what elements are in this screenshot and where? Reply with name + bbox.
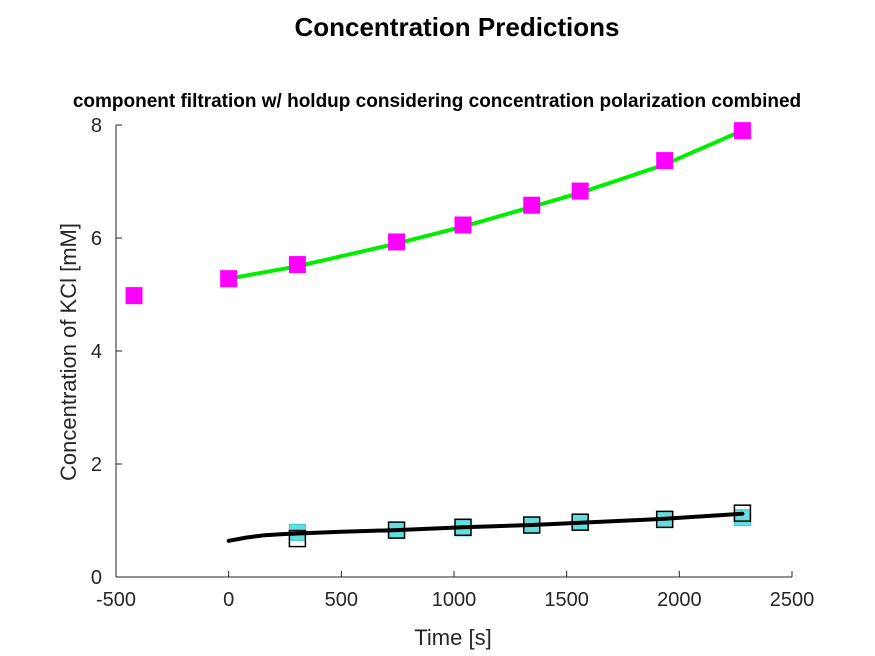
y-axis-label: Concentration of KCl [mM]	[56, 223, 81, 481]
y-tick-label: 6	[91, 228, 102, 250]
x-axis-label: Time [s]	[414, 625, 491, 650]
y-tick-label: 2	[91, 454, 102, 476]
series-0-point	[125, 287, 143, 305]
series-0-point	[571, 182, 589, 200]
y-tick-label: 8	[91, 115, 102, 137]
series-layer	[125, 122, 752, 548]
series-0-point	[220, 270, 238, 288]
series-0-point	[454, 216, 472, 234]
series-0-point	[388, 233, 406, 251]
series-4-line	[226, 511, 745, 543]
x-tick-label: 1000	[432, 589, 477, 611]
series-2-point	[288, 529, 307, 548]
x-tick-label: 2000	[657, 589, 702, 611]
y-tick-label: 0	[91, 567, 102, 589]
series-0-point	[733, 122, 751, 140]
y-tick-label: 4	[91, 341, 102, 363]
series-0-point	[523, 196, 541, 214]
x-tick-label: 2500	[770, 589, 815, 611]
series-0-point	[656, 152, 674, 170]
figure-title: Concentration Predictions	[294, 12, 619, 42]
x-tick-label: 500	[325, 589, 358, 611]
axes-title: component filtration w/ holdup consideri…	[73, 91, 801, 112]
series-0-point	[288, 256, 306, 274]
x-tick-label: 1500	[544, 589, 589, 611]
series-1-line	[226, 128, 745, 281]
x-tick-label: 0	[223, 589, 234, 611]
x-tick-label: -500	[96, 589, 136, 611]
